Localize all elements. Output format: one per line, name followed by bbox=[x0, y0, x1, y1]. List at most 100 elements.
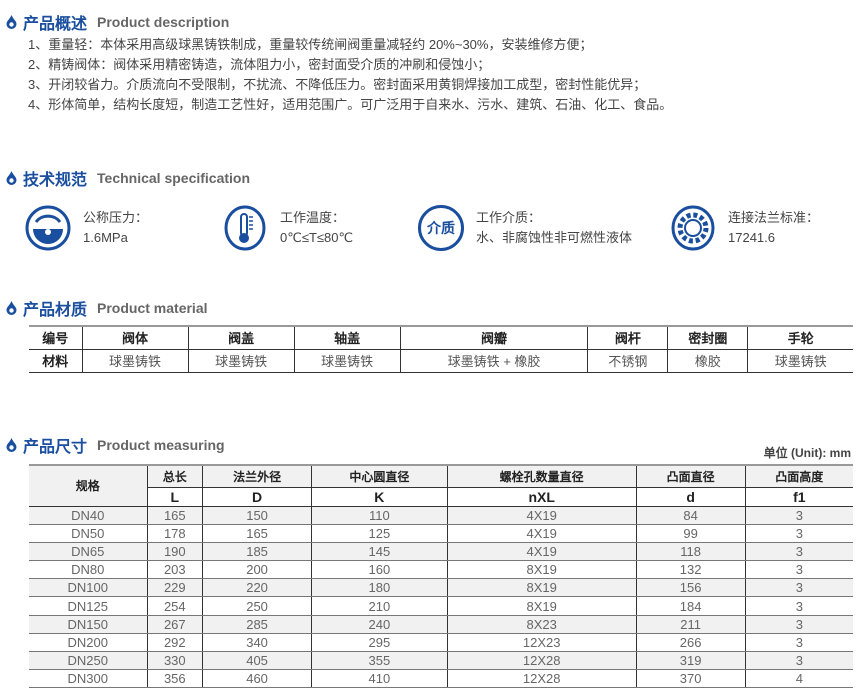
table-cell: 180 bbox=[311, 578, 448, 598]
table-cell: 3 bbox=[744, 542, 853, 562]
table-cell: 319 bbox=[635, 651, 746, 671]
flange-gear-icon bbox=[671, 205, 715, 251]
table-cell: 266 bbox=[635, 633, 746, 653]
section-header-measuring: 产品尺寸 Product measuring bbox=[6, 433, 225, 457]
spec-pressure: 公称压力： 1.6MPa bbox=[25, 205, 148, 251]
table-cell: 3 bbox=[744, 596, 853, 616]
table-cell: 410 bbox=[311, 669, 448, 689]
drop-icon bbox=[6, 438, 17, 452]
table-cell: 240 bbox=[311, 615, 448, 634]
table-cell: DN150 bbox=[29, 615, 147, 634]
table-cell: 3 bbox=[744, 651, 853, 671]
material-table: 编号 阀体 阀盖 轴盖 阀瓣 阀杆 密封圈 手轮 材料 球墨铸铁 球墨铸铁 球墨铸铁 球墨铸铁 + 橡… bbox=[29, 325, 853, 373]
table-row: DN65 190 185 145 4X19 118 3 bbox=[29, 542, 853, 562]
drop-icon bbox=[6, 171, 17, 185]
table-cell: DN65 bbox=[29, 542, 147, 562]
table-cell: 110 bbox=[311, 506, 448, 525]
table-cell: 160 bbox=[311, 560, 448, 580]
table-row: DN100 229 220 180 8X19 156 3 bbox=[29, 578, 853, 598]
table-cell: 12X28 bbox=[446, 669, 637, 689]
table-cell: 210 bbox=[311, 596, 448, 616]
table-cell: 4X19 bbox=[446, 542, 637, 562]
table-cell: 8X19 bbox=[446, 560, 637, 580]
table-cell: 178 bbox=[146, 524, 203, 543]
table-cell: 3 bbox=[744, 560, 853, 580]
table-cell: 3 bbox=[744, 633, 853, 653]
table-cell: 356 bbox=[146, 669, 203, 689]
spec-flange: 连接法兰标准： 17241.6 bbox=[670, 205, 819, 251]
table-cell: 200 bbox=[202, 560, 312, 580]
table-cell: 460 bbox=[202, 669, 312, 689]
table-cell: DN40 bbox=[29, 506, 147, 525]
table-cell: 250 bbox=[202, 596, 312, 616]
table-cell: 355 bbox=[311, 651, 448, 671]
table-cell: 285 bbox=[202, 615, 312, 634]
table-cell: 254 bbox=[146, 596, 203, 616]
table-cell: DN100 bbox=[29, 578, 147, 598]
table-cell: 211 bbox=[635, 615, 746, 634]
table-row: DN125 254 250 210 8X19 184 3 bbox=[29, 596, 853, 616]
section-header-description: 产品概述 Product description bbox=[6, 10, 229, 34]
table-cell: 292 bbox=[146, 633, 203, 653]
table-cell: 184 bbox=[635, 596, 746, 616]
section-header-material: 产品材质 Product material bbox=[6, 296, 208, 320]
table-row: 材料 球墨铸铁 球墨铸铁 球墨铸铁 球墨铸铁 + 橡胶 不锈钢 橡胶 球墨铸铁 bbox=[29, 349, 853, 373]
table-cell: 203 bbox=[146, 560, 203, 580]
table-cell: 145 bbox=[311, 542, 448, 562]
table-cell: 295 bbox=[311, 633, 448, 653]
spec-medium: 介质 工作介质： 水、非腐蚀性非可燃性液体 bbox=[418, 205, 632, 251]
description-list: 1、重量轻：本体采用高级球黑铸铁制成，重量较传统闸阀重量减轻约 20%~30%，… bbox=[28, 37, 673, 112]
table-cell: 125 bbox=[311, 524, 448, 543]
table-cell: DN80 bbox=[29, 560, 147, 580]
table-cell: 118 bbox=[635, 542, 746, 562]
pressure-gauge-icon bbox=[25, 205, 71, 251]
table-cell: 185 bbox=[202, 542, 312, 562]
table-cell: 267 bbox=[146, 615, 203, 634]
table-cell: 190 bbox=[146, 542, 203, 562]
table-cell: 156 bbox=[635, 578, 746, 598]
table-row: DN50 178 165 125 4X19 99 3 bbox=[29, 524, 853, 543]
table-cell: 84 bbox=[635, 506, 746, 525]
table-cell: DN50 bbox=[29, 524, 147, 543]
table-cell: 8X19 bbox=[446, 596, 637, 616]
table-row: DN150 267 285 240 8X23 211 3 bbox=[29, 615, 853, 634]
table-header-row: 编号 阀体 阀盖 轴盖 阀瓣 阀杆 密封圈 手轮 bbox=[29, 326, 853, 350]
table-cell: 405 bbox=[202, 651, 312, 671]
table-cell: 132 bbox=[635, 560, 746, 580]
table-cell: DN200 bbox=[29, 633, 147, 653]
table-cell: 3 bbox=[744, 578, 853, 598]
table-cell: 340 bbox=[202, 633, 312, 653]
table-row: DN80 203 200 160 8X19 132 3 bbox=[29, 560, 853, 580]
medium-icon: 介质 bbox=[418, 205, 464, 251]
table-cell: 3 bbox=[744, 506, 853, 525]
table-cell: 8X19 bbox=[446, 578, 637, 598]
table-cell: 12X28 bbox=[446, 651, 637, 671]
table-cell: 99 bbox=[635, 524, 746, 543]
table-header-row: 规格 总长 法兰外径 中心圆直径 螺栓孔数量直径 凸面直径 凸面高度 bbox=[29, 465, 853, 507]
table-cell: 370 bbox=[635, 669, 746, 689]
table-cell: 3 bbox=[744, 524, 853, 543]
table-cell: 150 bbox=[202, 506, 312, 525]
table-row: DN300 356 460 410 12X28 370 4 bbox=[29, 669, 853, 689]
table-cell: 220 bbox=[202, 578, 312, 598]
table-cell: DN250 bbox=[29, 651, 147, 671]
section-header-technical: 技术规范 Technical specification bbox=[6, 166, 250, 190]
table-cell: 3 bbox=[744, 615, 853, 634]
table-cell: 165 bbox=[146, 506, 203, 525]
unit-label: 单位 (Unit): mm bbox=[763, 446, 851, 460]
table-cell: 12X23 bbox=[446, 633, 637, 653]
drop-icon bbox=[6, 15, 17, 29]
table-row: DN40 165 150 110 4X19 84 3 bbox=[29, 506, 853, 525]
table-cell: 4X19 bbox=[446, 506, 637, 525]
table-cell: 4X19 bbox=[446, 524, 637, 543]
table-cell: 8X23 bbox=[446, 615, 637, 634]
spec-temperature: 工作温度： 0℃≤T≤80℃ bbox=[222, 205, 353, 251]
drop-icon bbox=[6, 301, 17, 315]
table-cell: DN300 bbox=[29, 669, 147, 689]
table-cell: 4 bbox=[744, 669, 853, 689]
table-cell: 229 bbox=[146, 578, 203, 598]
thermometer-icon bbox=[224, 205, 266, 251]
table-row: DN200 292 340 295 12X23 266 3 bbox=[29, 633, 853, 653]
